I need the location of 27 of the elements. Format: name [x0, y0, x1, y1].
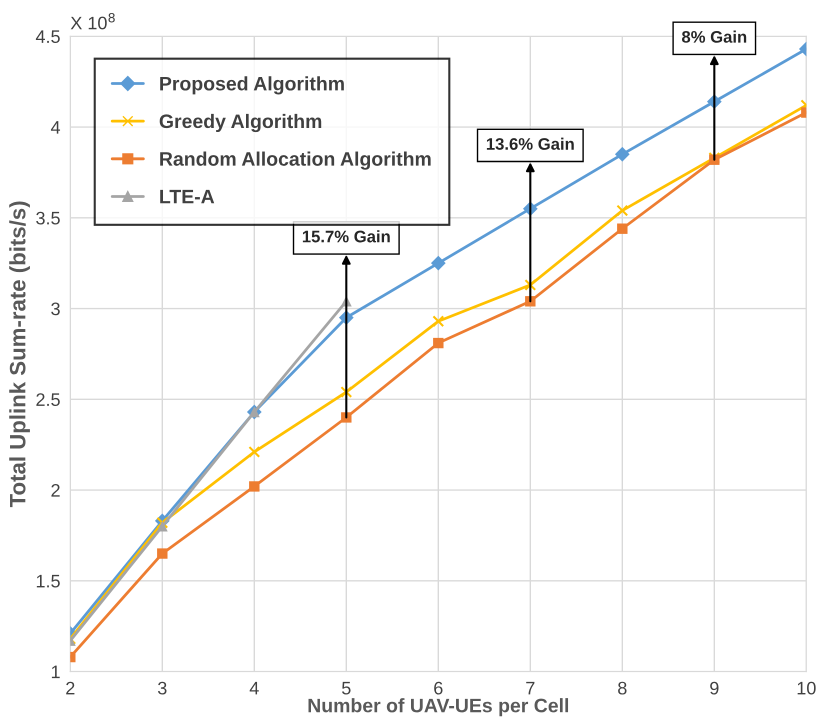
y-tick-label: 3.5: [36, 212, 60, 225]
x-tick-label: 10: [798, 682, 816, 695]
y-tick-label: 3: [51, 302, 60, 316]
x-tick-label: 9: [710, 682, 718, 695]
x-tick-label: 7: [526, 682, 534, 694]
y-tick-label: 1: [52, 666, 60, 678]
annotation: 8% Gain: [682, 30, 746, 43]
legend-label: Proposed Algorithm: [160, 76, 344, 94]
y-tick-label: 2.5: [36, 393, 60, 406]
legend-label: LTE-A: [160, 190, 214, 204]
y-tick-label: 2: [51, 484, 60, 497]
legend-label: Random Allocation Algorithm: [160, 152, 431, 170]
x-axis-title: Number of UAV-UEs per Cell: [308, 698, 568, 716]
x-tick-label: 4: [250, 682, 259, 694]
x-tick-label: 8: [618, 682, 627, 695]
x-tick-label: 5: [342, 682, 351, 695]
x-tick-label: 2: [66, 682, 74, 694]
x-tick-label: 6: [434, 682, 443, 695]
x-tick-label: 3: [158, 682, 167, 695]
y-tick-label: 4: [50, 121, 60, 134]
legend-label: Greedy Algorithm: [160, 114, 322, 132]
y-tick-label: 1.5: [36, 574, 60, 588]
y-tick-label: 4.5: [36, 30, 60, 44]
y-axis-title: Total Uplink Sum-rate (bits/s): [9, 202, 30, 508]
text: X 10$^{8}$: [70, 12, 115, 30]
annotation: 13.6% Gain: [486, 138, 574, 150]
annotation: 15.7% Gain: [302, 230, 390, 242]
